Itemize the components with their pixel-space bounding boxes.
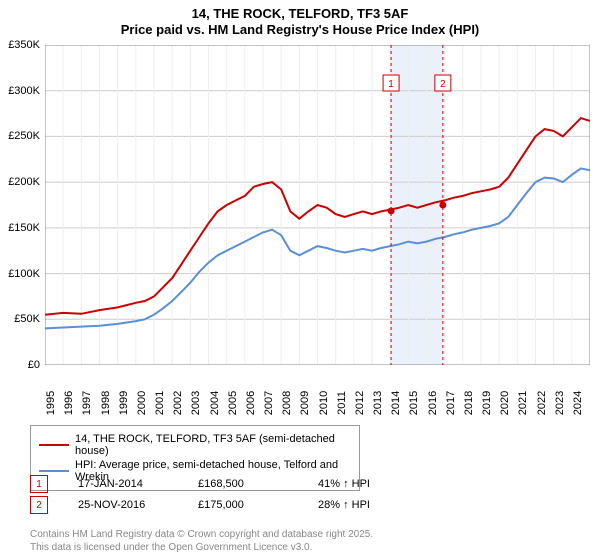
legend-label-1: 14, THE ROCK, TELFORD, TF3 5AF (semi-det… bbox=[75, 433, 351, 457]
marker-delta: 28% ↑ HPI bbox=[318, 499, 408, 511]
marker-price: £168,500 bbox=[198, 478, 288, 490]
x-tick-label: 2022 bbox=[536, 391, 548, 415]
x-tick-label: 1997 bbox=[81, 391, 93, 415]
marker-delta: 41% ↑ HPI bbox=[318, 478, 408, 490]
footer: Contains HM Land Registry data © Crown c… bbox=[30, 528, 373, 554]
legend-swatch-1 bbox=[39, 444, 69, 446]
x-tick-label: 1995 bbox=[45, 391, 57, 415]
y-tick-label: £0 bbox=[28, 359, 40, 371]
y-tick-label: £50K bbox=[14, 313, 40, 325]
x-tick-label: 2016 bbox=[427, 391, 439, 415]
y-tick-label: £250K bbox=[8, 130, 40, 142]
x-tick-label: 2018 bbox=[463, 391, 475, 415]
x-tick-label: 2019 bbox=[481, 391, 493, 415]
x-tick-label: 2003 bbox=[190, 391, 202, 415]
x-tick-label: 1999 bbox=[118, 391, 130, 415]
marker-badge: 2 bbox=[30, 496, 48, 514]
y-tick-label: £150K bbox=[8, 222, 40, 234]
title-block: 14, THE ROCK, TELFORD, TF3 5AF Price pai… bbox=[0, 0, 600, 37]
x-axis-labels: 1995 1996 1997 1998 1999 2000 2001 2002 2003 2004… bbox=[45, 368, 590, 423]
x-tick-label: 1996 bbox=[63, 391, 75, 415]
y-tick-label: £100K bbox=[8, 268, 40, 280]
title-line1: 14, THE ROCK, TELFORD, TF3 5AF bbox=[0, 6, 600, 21]
x-tick-label: 2006 bbox=[245, 391, 257, 415]
x-tick-label: 2011 bbox=[336, 391, 348, 415]
x-tick-label: 2005 bbox=[227, 391, 239, 415]
marker-date: 17-JAN-2014 bbox=[78, 478, 168, 490]
y-axis-labels: £0£50K£100K£150K£200K£250K£300K£350K bbox=[0, 45, 42, 365]
x-tick-label: 2015 bbox=[408, 391, 420, 415]
y-tick-label: £200K bbox=[8, 176, 40, 188]
marker-date: 25-NOV-2016 bbox=[78, 499, 168, 511]
x-tick-label: 2009 bbox=[299, 391, 311, 415]
x-tick-label: 2012 bbox=[354, 391, 366, 415]
y-tick-label: £350K bbox=[8, 39, 40, 51]
x-tick-label: 2017 bbox=[445, 391, 457, 415]
marker-row: 2 25-NOV-2016 £175,000 28% ↑ HPI bbox=[30, 496, 408, 514]
marker-row: 1 17-JAN-2014 £168,500 41% ↑ HPI bbox=[30, 475, 408, 493]
x-tick-label: 2021 bbox=[517, 391, 529, 415]
x-tick-label: 1998 bbox=[100, 391, 112, 415]
x-tick-label: 2007 bbox=[263, 391, 275, 415]
x-tick-label: 2014 bbox=[390, 391, 402, 415]
marker-price: £175,000 bbox=[198, 499, 288, 511]
x-tick-label: 2023 bbox=[554, 391, 566, 415]
svg-text:2: 2 bbox=[440, 79, 446, 90]
chart-container: 14, THE ROCK, TELFORD, TF3 5AF Price pai… bbox=[0, 0, 600, 560]
footer-line1: Contains HM Land Registry data © Crown c… bbox=[30, 528, 373, 541]
x-tick-label: 2002 bbox=[172, 391, 184, 415]
chart-plot-area: 12 bbox=[45, 45, 590, 365]
svg-text:1: 1 bbox=[388, 79, 394, 90]
x-tick-label: 2000 bbox=[136, 391, 148, 415]
x-tick-label: 2024 bbox=[572, 391, 584, 415]
x-tick-label: 2001 bbox=[154, 391, 166, 415]
legend-item-1: 14, THE ROCK, TELFORD, TF3 5AF (semi-det… bbox=[39, 433, 351, 457]
x-tick-label: 2013 bbox=[372, 391, 384, 415]
y-tick-label: £300K bbox=[8, 85, 40, 97]
marker-badge: 1 bbox=[30, 475, 48, 493]
marker-table: 1 17-JAN-2014 £168,500 41% ↑ HPI 2 25-NOV-201… bbox=[30, 472, 408, 517]
x-tick-label: 2008 bbox=[281, 391, 293, 415]
chart-svg: 12 bbox=[45, 45, 590, 365]
x-tick-label: 2010 bbox=[318, 391, 330, 415]
x-tick-label: 2020 bbox=[499, 391, 511, 415]
title-line2: Price paid vs. HM Land Registry's House … bbox=[0, 22, 600, 37]
x-tick-label: 2004 bbox=[209, 391, 221, 415]
footer-line2: This data is licensed under the Open Gov… bbox=[30, 541, 373, 554]
